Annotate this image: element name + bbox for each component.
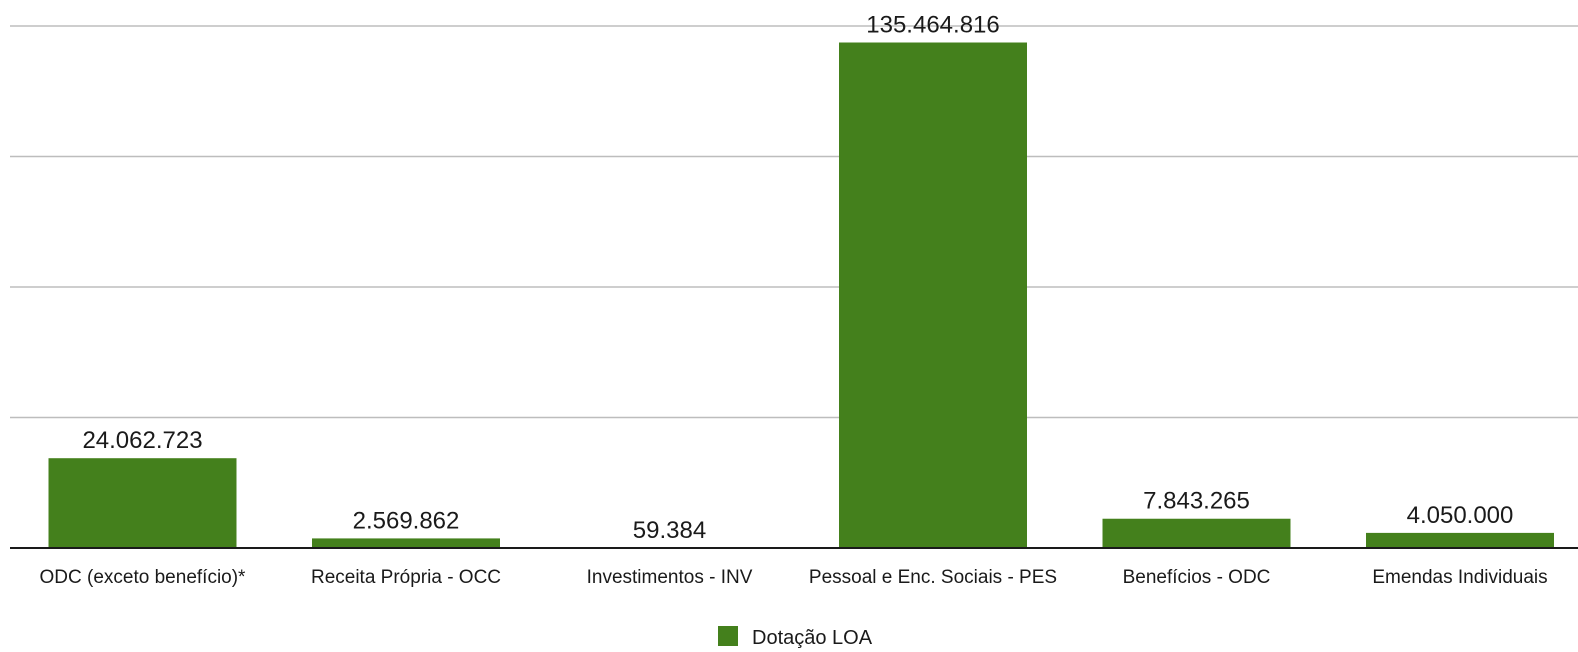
bar xyxy=(312,538,500,548)
bar xyxy=(1366,532,1554,548)
bar-value-label: 24.062.723 xyxy=(82,427,202,454)
bar xyxy=(839,42,1027,548)
bar xyxy=(48,458,237,548)
category-label: Benefícios - ODC xyxy=(1123,567,1271,588)
legend: Dotação LOA xyxy=(718,626,873,649)
bar-value-label: 135.464.816 xyxy=(866,12,999,39)
bar xyxy=(1102,518,1291,548)
category-label: Receita Própria - OCC xyxy=(311,567,501,588)
legend-swatch xyxy=(718,626,738,646)
gridlines xyxy=(10,25,1578,419)
bar-value-labels: 24.062.723 2.569.862 59.384 135.464.816 7.84… xyxy=(82,12,1513,544)
category-label: Emendas Individuais xyxy=(1372,567,1547,588)
bars xyxy=(48,42,1554,548)
bar-value-label: 59.384 xyxy=(633,517,706,544)
bar-value-label: 2.569.862 xyxy=(353,507,460,534)
category-label: Pessoal e Enc. Sociais - PES xyxy=(809,567,1057,588)
category-label: Investimentos - INV xyxy=(587,567,753,588)
bar-value-label: 4.050.000 xyxy=(1407,502,1514,529)
category-labels: ODC (exceto benefício)* Receita Própria -… xyxy=(40,567,1548,588)
bar-value-label: 7.843.265 xyxy=(1143,488,1250,515)
category-label: ODC (exceto benefício)* xyxy=(40,567,247,588)
legend-label: Dotação LOA xyxy=(752,627,873,649)
